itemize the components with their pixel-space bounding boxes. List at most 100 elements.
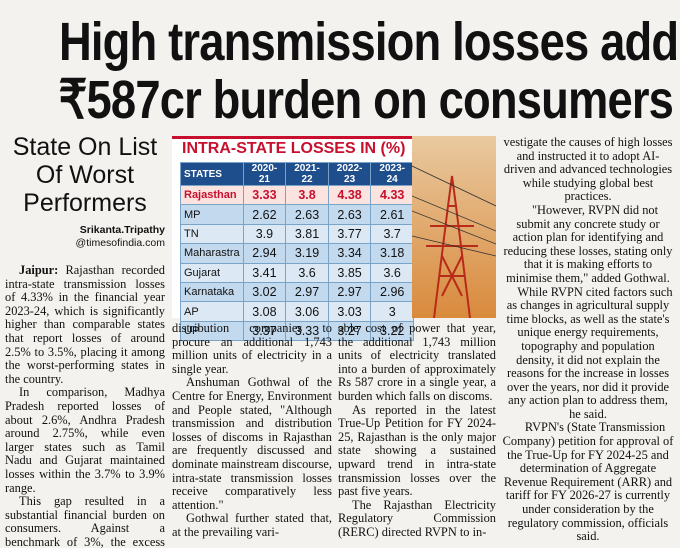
paragraph-text: The Rajasthan Electricity Regulatory Com… xyxy=(338,497,496,539)
article-column: vestigate the causes of high losses and … xyxy=(502,136,674,548)
table-cell: 3.81 xyxy=(285,223,329,245)
paragraph: The Rajasthan Electricity Regulatory Com… xyxy=(338,497,496,540)
header-cell: STATES xyxy=(180,162,244,186)
subhead: State On List Of Worst Performers xyxy=(5,133,165,217)
table-cell: 3.37 xyxy=(242,320,287,342)
paragraph: distribution companies to procure an add… xyxy=(172,322,332,376)
paragraph-text: Rajasthan recorded intra-state transmiss… xyxy=(5,264,165,386)
paragraph: Jaipur: Rajasthan recorded intra-state t… xyxy=(5,264,165,386)
paragraph: As reported in the latest True-Up Petiti… xyxy=(338,402,496,499)
byline-name: Srikanta.Tripathy xyxy=(79,224,165,236)
table-cell: 3.06 xyxy=(285,301,329,322)
table-row: Gujarat 3.41 3.6 3.85 3.6 xyxy=(180,262,414,283)
byline: Srikanta.Tripathy @timesofindia.com xyxy=(5,224,165,250)
article-column: distribution companies to procure an add… xyxy=(172,322,332,548)
table-cell: 3.18 xyxy=(370,243,414,264)
table-cell: 3.02 xyxy=(242,281,287,303)
table-cell: 2.97 xyxy=(327,281,372,303)
article-column: able cost of power that year, the additi… xyxy=(338,322,496,548)
table-cell: Rajasthan xyxy=(180,184,244,206)
header-cell: 2020-21 xyxy=(242,162,287,186)
table-cell: 3.33 xyxy=(242,184,287,206)
paragraph-text: RVPN's (State Transmission Company) peti… xyxy=(502,420,674,544)
paragraph-text: "However, RVPN did not submit any concre… xyxy=(503,202,673,285)
paragraph-text: This gap resulted in a substantial finan… xyxy=(5,494,165,548)
paragraph: Gothwal further stated that, at the prev… xyxy=(172,512,332,539)
table-cell: 3.85 xyxy=(327,262,372,283)
table-cell: 3.77 xyxy=(327,223,372,245)
header-cell: 2022-23 xyxy=(327,162,372,186)
paragraph: RVPN's (State Transmission Company) peti… xyxy=(502,421,674,543)
header-cell: 2021-22 xyxy=(285,162,329,186)
paragraph-text: Anshuman Gothwal of the Centre for Energ… xyxy=(172,375,332,512)
table-cell: Gujarat xyxy=(180,262,244,283)
table-cell: 2.62 xyxy=(242,204,287,225)
paragraph-text: Gothwal further stated that, at the prev… xyxy=(172,511,332,539)
paragraph: In comparison, Madhya Pradesh reported l… xyxy=(5,386,165,495)
paragraph: This gap resulted in a substantial finan… xyxy=(5,494,165,548)
subhead-line: Of Worst xyxy=(35,161,135,189)
paragraph: Anshuman Gothwal of the Centre for Energ… xyxy=(172,376,332,512)
table-row: Maharastra 2.94 3.19 3.34 3.18 xyxy=(180,243,414,264)
table-cell: Karnataka xyxy=(180,281,244,303)
table-cell: 3.33 xyxy=(285,320,329,342)
table-cell: Maharastra xyxy=(180,243,244,264)
headline-line: High transmission losses add xyxy=(58,12,679,72)
table-cell: 3.6 xyxy=(370,262,414,283)
table-row: UP 3.37 3.33 3.27 3.22 xyxy=(180,320,414,342)
table-cell: 3.8 xyxy=(285,184,329,206)
dateline: Jaipur: xyxy=(19,264,59,277)
table-cell: TN xyxy=(180,223,244,245)
table-title: INTRA-STATE LOSSES IN (%) xyxy=(182,140,406,157)
table-cell: 2.96 xyxy=(370,281,414,303)
paragraph-text: able cost of power that year, the additi… xyxy=(338,322,496,403)
table-row: MP 2.62 2.63 2.63 2.61 xyxy=(180,204,414,225)
table-cell: 3.7 xyxy=(370,223,414,245)
table-cell: 2.61 xyxy=(370,204,414,225)
table-cell: 3.6 xyxy=(285,262,329,283)
paragraph-text: As reported in the latest True-Up Petiti… xyxy=(338,402,496,499)
paragraph-text: In comparison, Madhya Pradesh reported l… xyxy=(5,385,165,495)
table-cell: MP xyxy=(180,204,244,225)
table-cell: 3.19 xyxy=(285,243,329,264)
table-cell: 2.97 xyxy=(285,281,329,303)
table-cell: 2.63 xyxy=(285,204,329,225)
paragraph: vestigate the causes of high losses and … xyxy=(502,136,674,204)
table-header-row: STATES 2020-21 2021-22 2022-23 2023-24 xyxy=(180,162,414,186)
table-cell: 3.03 xyxy=(327,301,372,322)
table-row: Rajasthan 3.33 3.8 4.38 4.33 xyxy=(180,184,414,206)
article-column: Jaipur: Rajasthan recorded intra-state t… xyxy=(5,264,165,548)
table-cell: UP xyxy=(180,320,244,342)
paragraph-text: distribution companies to procure an add… xyxy=(172,322,332,376)
table-cell: 3.41 xyxy=(242,262,287,283)
table-cell: 4.33 xyxy=(370,184,414,206)
headline: ₹587cr burden on consumers xyxy=(0,72,680,128)
paragraph-text: While RVPN cited factors such as changes… xyxy=(506,284,673,421)
table-row: TN 3.9 3.81 3.77 3.7 xyxy=(180,223,414,245)
table-cell: 3 xyxy=(370,301,414,322)
table-cell: 3.27 xyxy=(327,320,372,342)
byline-handle: @timesofindia.com xyxy=(75,237,165,249)
headline-line: ₹587cr burden on consumers xyxy=(58,70,674,130)
headline: High transmission losses add xyxy=(0,14,680,70)
paragraph: able cost of power that year, the additi… xyxy=(338,322,496,404)
subhead-line: State On List xyxy=(12,133,158,161)
header-cell: 2023-24 xyxy=(370,162,414,186)
table-row: AP 3.08 3.06 3.03 3 xyxy=(180,301,414,322)
table-cell: 3.08 xyxy=(242,301,287,322)
table-cell: AP xyxy=(180,301,244,322)
table-cell: 3.22 xyxy=(370,320,414,342)
table-cell: 3.34 xyxy=(327,243,372,264)
table-cell: 3.9 xyxy=(242,223,287,245)
table-cell: 4.38 xyxy=(327,184,372,206)
table-row: Karnataka 3.02 2.97 2.97 2.96 xyxy=(180,281,414,303)
tower-photo xyxy=(412,136,496,318)
table: STATES 2020-21 2021-22 2022-23 2023-24 Rajast… xyxy=(180,162,414,342)
paragraph: While RVPN cited factors such as changes… xyxy=(502,284,674,422)
paragraph-text: vestigate the causes of high losses and … xyxy=(503,136,673,204)
table-cell: 2.94 xyxy=(242,243,287,264)
table-cell: 2.63 xyxy=(327,204,372,225)
subhead-line: Performers xyxy=(23,189,147,217)
paragraph: "However, RVPN did not submit any concre… xyxy=(502,202,674,286)
